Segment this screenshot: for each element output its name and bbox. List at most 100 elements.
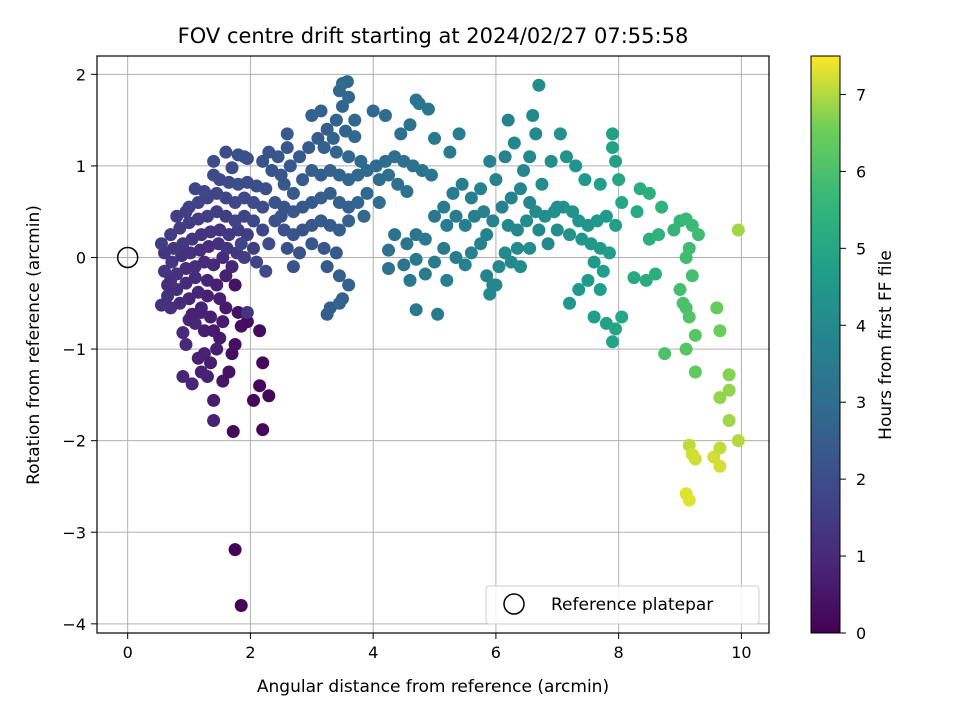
data-point: [219, 301, 233, 315]
data-point: [280, 127, 294, 141]
data-point: [559, 150, 573, 164]
data-point: [382, 168, 396, 182]
chart-title: FOV centre drift starting at 2024/02/27 …: [178, 24, 689, 48]
data-point: [326, 131, 340, 145]
data-point: [280, 241, 294, 255]
data-point: [194, 305, 208, 319]
data-point: [283, 159, 297, 173]
data-point: [652, 228, 666, 242]
data-point: [722, 383, 736, 397]
data-point: [351, 196, 365, 210]
data-point: [612, 173, 626, 187]
data-point: [507, 136, 521, 150]
data-point: [231, 305, 245, 319]
data-point: [400, 237, 414, 251]
data-point: [679, 250, 693, 264]
data-point: [340, 75, 354, 89]
data-point: [154, 237, 168, 251]
legend: Reference platepar: [485, 585, 760, 625]
data-point: [335, 99, 349, 113]
data-point: [293, 150, 307, 164]
data-point: [691, 228, 705, 242]
data-point: [648, 267, 662, 281]
data-point: [332, 223, 346, 237]
data-point: [197, 185, 211, 199]
data-point: [504, 191, 518, 205]
data-point: [253, 324, 267, 338]
x-tick-label: 2: [245, 643, 255, 662]
y-axis-label: Rotation from reference (arcmin): [24, 205, 44, 485]
data-point: [498, 150, 512, 164]
data-point: [342, 150, 356, 164]
data-point: [639, 273, 653, 287]
data-point: [210, 278, 224, 292]
data-point: [520, 214, 534, 228]
data-point: [437, 200, 451, 214]
data-point: [397, 258, 411, 272]
data-point: [480, 269, 494, 283]
data-point: [262, 145, 276, 159]
data-point: [713, 441, 727, 455]
colorbar-tick-label: 1: [856, 547, 866, 566]
data-point: [329, 246, 343, 260]
data-point: [329, 145, 343, 159]
colorbar-tick-label: 6: [856, 162, 866, 181]
data-point: [317, 241, 331, 255]
data-point: [630, 205, 644, 219]
data-point: [332, 84, 346, 98]
data-point: [587, 310, 601, 324]
y-tick-label: 2: [76, 65, 86, 84]
data-point: [191, 285, 205, 299]
x-tick-label: 0: [123, 643, 133, 662]
data-point: [477, 205, 491, 219]
data-point: [550, 223, 564, 237]
data-point: [220, 241, 234, 255]
legend-box: [485, 585, 760, 625]
data-point: [256, 356, 270, 370]
data-point: [176, 370, 190, 384]
data-point: [655, 200, 669, 214]
data-point: [332, 269, 346, 283]
data-point: [418, 232, 432, 246]
data-point: [707, 450, 721, 464]
x-tick-label: 8: [614, 643, 624, 662]
colorbar-tick-label: 4: [856, 316, 866, 335]
data-point: [183, 246, 197, 260]
data-point: [513, 260, 527, 274]
data-point: [329, 113, 343, 127]
data-point: [228, 543, 242, 557]
data-point: [440, 273, 454, 287]
data-point: [685, 218, 699, 232]
data-point: [207, 393, 221, 407]
data-point: [606, 335, 620, 349]
data-point: [713, 391, 727, 405]
data-point: [228, 278, 242, 292]
data-point: [566, 205, 580, 219]
colorbar-tick-label: 2: [856, 470, 866, 489]
data-point: [667, 223, 681, 237]
data-point: [154, 298, 168, 312]
data-point: [296, 173, 310, 187]
data-point: [200, 370, 214, 384]
data-point: [286, 260, 300, 274]
data-point: [418, 267, 432, 281]
data-point: [581, 273, 595, 287]
data-point: [480, 228, 494, 242]
data-point: [609, 154, 623, 168]
data-point: [246, 241, 260, 255]
data-point: [348, 130, 362, 144]
y-axis-ticks: −4 −3 −2 −1 0 1 2: [62, 65, 97, 634]
data-point: [197, 347, 211, 361]
data-point: [455, 177, 469, 191]
data-point: [225, 161, 239, 175]
data-point: [354, 154, 368, 168]
data-point: [225, 260, 239, 274]
data-point: [253, 379, 267, 393]
data-point: [240, 315, 254, 329]
data-point: [228, 338, 242, 351]
data-point: [342, 278, 356, 292]
data-point: [250, 255, 264, 269]
data-point: [523, 241, 537, 255]
data-point: [305, 237, 319, 251]
data-point: [627, 271, 641, 285]
